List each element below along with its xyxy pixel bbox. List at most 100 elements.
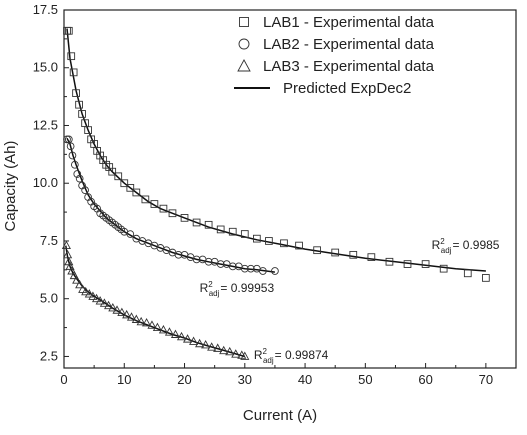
data-point-square — [385, 257, 394, 266]
r2-annotations: R2 adj= 0.9985 R2 adj= 0.99953 R2 adj= 0.9987… — [200, 237, 500, 365]
data-point-square — [84, 126, 92, 134]
data-point-triangle — [164, 327, 175, 336]
y-axis: 2.5 5.0 7.5 10.0 12.5 15.0 17.5 — [33, 2, 69, 363]
y-tick-label: 10.0 — [33, 175, 58, 190]
data-point-triangle — [104, 300, 114, 310]
data-point-circle — [70, 160, 79, 169]
data-point-triangle — [122, 309, 132, 319]
data-point-square — [265, 237, 273, 245]
legend-label: LAB1 - Experimental data — [263, 14, 435, 31]
x-tick-label: 60 — [418, 372, 432, 387]
r2-label: R2 adj= 0.9985 — [432, 237, 500, 255]
data-point-square — [367, 253, 376, 261]
data-point-circle — [271, 267, 279, 275]
r2-label: R2 adj= 0.99953 — [200, 280, 275, 298]
data-point-circle — [126, 230, 135, 238]
data-point-triangle — [69, 270, 79, 280]
data-point-square — [482, 274, 490, 282]
data-point-triangle — [136, 316, 146, 326]
data-point-square — [228, 227, 237, 236]
legend-circle-swatch — [238, 38, 250, 50]
data-point-square — [403, 260, 412, 268]
data-point-circle — [68, 151, 77, 160]
data-point-circle — [246, 264, 255, 273]
legend-label: LAB3 - Experimental data — [263, 58, 435, 75]
data-point-triangle — [95, 296, 105, 305]
data-point-triangle — [72, 275, 82, 284]
data-point-circle — [204, 257, 213, 266]
data-point-circle — [259, 267, 267, 275]
x-tick-label: 70 — [479, 372, 493, 387]
data-point-triangle — [219, 345, 229, 355]
data-point-square — [439, 264, 448, 273]
data-point-square — [78, 110, 86, 118]
data-point-circle — [75, 174, 84, 183]
data-point-triangle — [147, 320, 157, 329]
x-tick-label: 30 — [238, 372, 252, 387]
fit-lines — [65, 28, 486, 358]
data-point-circle — [66, 142, 75, 151]
data-point-triangle — [126, 312, 137, 321]
data-point-triangle — [182, 334, 193, 343]
data-point-triangle — [81, 286, 91, 296]
legend: LAB1 - Experimental data LAB2 - Experimen… — [234, 14, 435, 97]
data-point-square — [216, 225, 225, 234]
series-circle — [63, 135, 279, 275]
data-point-triangle — [207, 342, 217, 351]
plot-border — [63, 9, 517, 369]
series-square — [63, 26, 490, 282]
y-tick-label: 2.5 — [40, 348, 58, 363]
data-point-triangle — [201, 339, 211, 349]
r2-label: R2 adj= 0.99874 — [254, 347, 329, 365]
plot-frame — [63, 9, 517, 369]
data-point-circle — [216, 260, 225, 268]
data-point-square — [114, 172, 123, 181]
data-point-square — [349, 250, 358, 259]
data-point-square — [180, 214, 189, 222]
y-tick-label: 15.0 — [33, 60, 58, 75]
data-point-square — [295, 241, 303, 250]
data-point-triangle — [99, 298, 109, 307]
data-markers — [61, 26, 490, 360]
legend-item: LAB1 - Experimental data — [239, 14, 435, 31]
data-point-triangle — [213, 343, 223, 352]
data-point-triangle — [131, 314, 141, 323]
data-point-triangle — [112, 305, 122, 314]
data-point-triangle — [225, 346, 235, 356]
data-point-square — [192, 218, 201, 227]
x-tick-label: 50 — [358, 372, 372, 387]
data-point-square — [159, 204, 168, 213]
data-point-triangle — [88, 291, 98, 300]
data-point-triangle — [117, 307, 127, 317]
data-point-square — [72, 89, 80, 97]
data-point-triangle — [67, 266, 77, 275]
data-point-square — [253, 234, 261, 243]
data-point-triangle — [152, 322, 162, 332]
data-point-triangle — [176, 331, 187, 341]
data-point-circle — [63, 135, 71, 144]
data-point-square — [120, 179, 129, 188]
data-point-square — [204, 220, 213, 229]
series-triangle — [61, 240, 250, 360]
x-axis: 0 10 20 30 40 50 60 70 — [60, 363, 493, 387]
data-point-square — [168, 209, 177, 218]
data-point-triangle — [142, 318, 152, 327]
data-point-square — [421, 260, 430, 268]
data-point-square — [75, 100, 83, 109]
legend-label: LAB2 - Experimental data — [263, 36, 435, 53]
x-tick-label: 0 — [60, 372, 67, 387]
legend-label: Predicted ExpDec2 — [283, 80, 411, 97]
data-point-triangle — [63, 249, 73, 259]
data-point-circle — [240, 264, 249, 273]
legend-item: LAB3 - Experimental data — [237, 58, 435, 75]
data-point-triangle — [75, 279, 85, 289]
x-tick-label: 20 — [177, 372, 191, 387]
data-point-circle — [64, 135, 73, 144]
x-tick-label: 10 — [117, 372, 131, 387]
data-point-circle — [192, 255, 201, 264]
y-tick-label: 7.5 — [40, 233, 58, 248]
data-point-triangle — [65, 261, 75, 270]
data-point-triangle — [231, 349, 241, 358]
data-point-square — [313, 246, 321, 255]
